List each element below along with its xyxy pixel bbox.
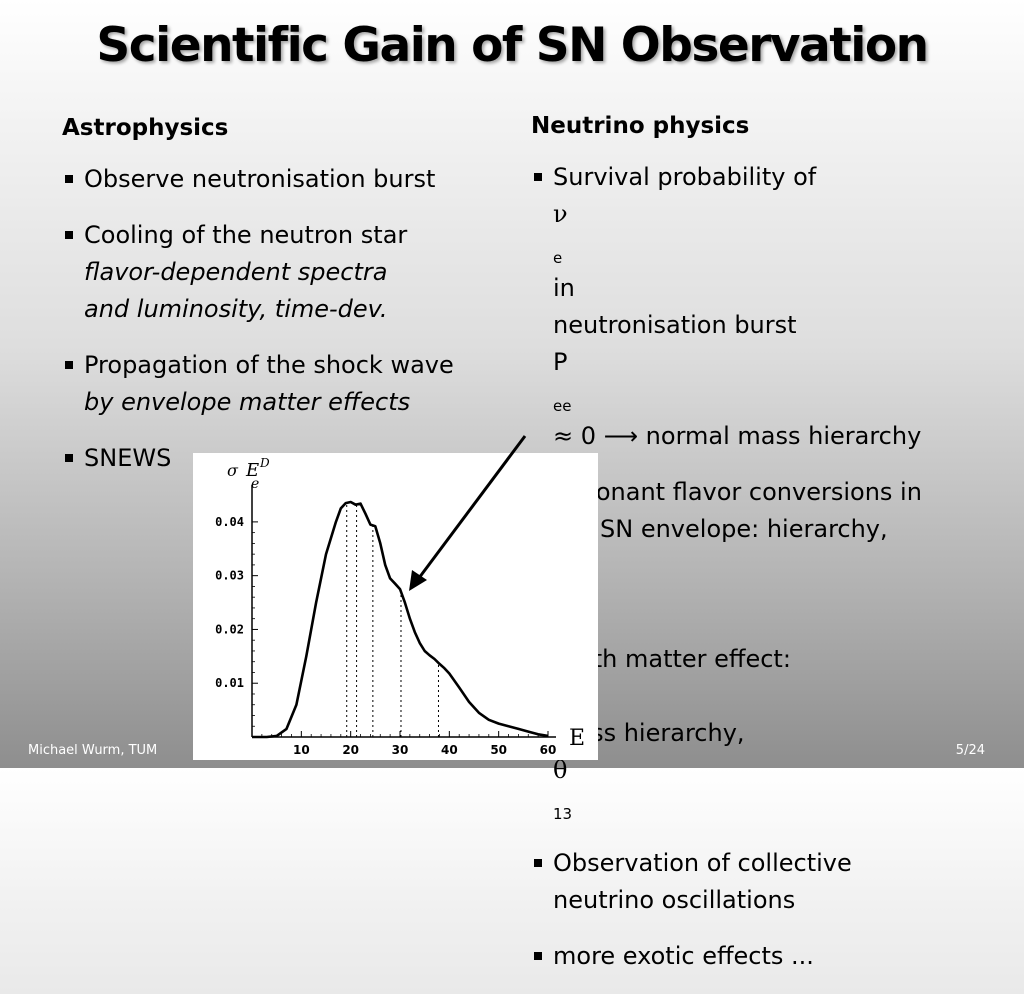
- bullet-text: neutrino oscillations: [553, 886, 796, 914]
- y-tick-label: 0.02: [215, 622, 244, 636]
- bullet-survival-probability: Survival probability of ν e in neutronisa…: [531, 159, 1001, 455]
- page-number: 5/24: [955, 743, 985, 758]
- neutrino-physics-heading: Neutrino physics: [531, 113, 750, 139]
- nu-symbol: ν: [553, 200, 568, 228]
- spectrum-plot: 10 20 30 40 50 60 0.01 0.02 0.03 0.04 σ E e D E: [215, 456, 585, 757]
- subscript: 13: [553, 805, 573, 823]
- bullet-text: more exotic effects ...: [553, 942, 814, 970]
- theta-symbol: θ: [553, 548, 1001, 585]
- x-tick-label: 20: [342, 743, 359, 757]
- ylabel-subscript: e: [251, 476, 259, 492]
- text-part: Survival probability of: [553, 163, 817, 191]
- y-tick-label: 0.04: [215, 515, 244, 529]
- bullet-earth-matter: Earth matter effect: ν mass hierarchy, θ…: [531, 641, 1001, 826]
- subscript: ee: [553, 397, 572, 415]
- ylabel-sigma: σ: [227, 461, 239, 480]
- x-tick-label: 60: [540, 743, 557, 757]
- bullet-text-italic: and luminosity, time-dev.: [84, 295, 388, 323]
- ylabel-superscript: D: [259, 456, 270, 470]
- text-part: in: [553, 274, 575, 302]
- subscript: e: [553, 249, 563, 267]
- bullet-neutronisation-burst: Observe neutronisation burst: [62, 161, 502, 198]
- bullet-text: Resonant flavor conversions in: [553, 478, 922, 506]
- bullet-text: Observe neutronisation burst: [84, 165, 436, 193]
- text-part: mass hierarchy,: [553, 719, 745, 747]
- text-part: ≈ 0 ⟶ normal mass hierarchy: [553, 422, 922, 450]
- bullet-neutron-star-cooling: Cooling of the neutron star flavor-depen…: [62, 217, 502, 328]
- y-tick-label: 0.03: [215, 569, 244, 583]
- nu-symbol: ν: [553, 678, 1001, 715]
- astrophysics-column: Astrophysics Observe neutronisation burs…: [62, 110, 502, 496]
- x-tick-label: 30: [392, 743, 409, 757]
- bullet-text-italic: by envelope matter effects: [84, 388, 411, 416]
- x-tick-label: 40: [441, 743, 458, 757]
- bullet-shock-wave: Propagation of the shock wave by envelop…: [62, 347, 502, 421]
- bullet-text: Cooling of the neutron star: [84, 221, 408, 249]
- slide-title: Scientific Gain of SN Observation: [96, 18, 929, 73]
- x-tick-label: 10: [293, 743, 310, 757]
- bullet-text: SNEWS: [84, 444, 172, 472]
- theta-symbol: θ: [553, 756, 568, 784]
- y-tick-label: 0.01: [215, 676, 244, 690]
- bullet-snews: SNEWS: [62, 440, 502, 477]
- bullet-text: neutronisation burst: [553, 311, 797, 339]
- text-part: the SN envelope: hierarchy,: [553, 515, 888, 543]
- spectrum-plot-panel: 10 20 30 40 50 60 0.01 0.02 0.03 0.04 σ E e D E: [193, 453, 598, 760]
- footer-author: Michael Wurm, TUM: [28, 743, 158, 758]
- bullet-resonant-flavor: Resonant flavor conversions in the SN en…: [531, 474, 1001, 622]
- bullet-text: Observation of collective: [553, 849, 852, 877]
- astrophysics-heading: Astrophysics: [62, 115, 229, 141]
- bullet-text: Survival probability of ν e in: [553, 159, 1001, 307]
- ylabel-e: E: [245, 460, 259, 481]
- bullet-text: the SN envelope: hierarchy, θ13: [553, 511, 1001, 622]
- bullet-collective-oscillations: Observation of collective neutrino oscil…: [531, 845, 1001, 919]
- x-tick-label: 50: [490, 743, 507, 757]
- text-part: P: [553, 348, 568, 376]
- xlabel: E: [569, 726, 585, 751]
- bullet-text-italic: flavor-dependent spectra: [84, 258, 388, 286]
- spectrum-curve: [252, 500, 549, 739]
- bullet-text: Propagation of the shock wave: [84, 351, 454, 379]
- bullet-text: Earth matter effect:: [553, 645, 791, 673]
- bullet-text: ν mass hierarchy, θ 13: [553, 678, 1001, 826]
- bullet-exotic-effects: more exotic effects ...: [531, 938, 1001, 975]
- neutrino-physics-column: Neutrino physics Survival probability of…: [531, 108, 1001, 994]
